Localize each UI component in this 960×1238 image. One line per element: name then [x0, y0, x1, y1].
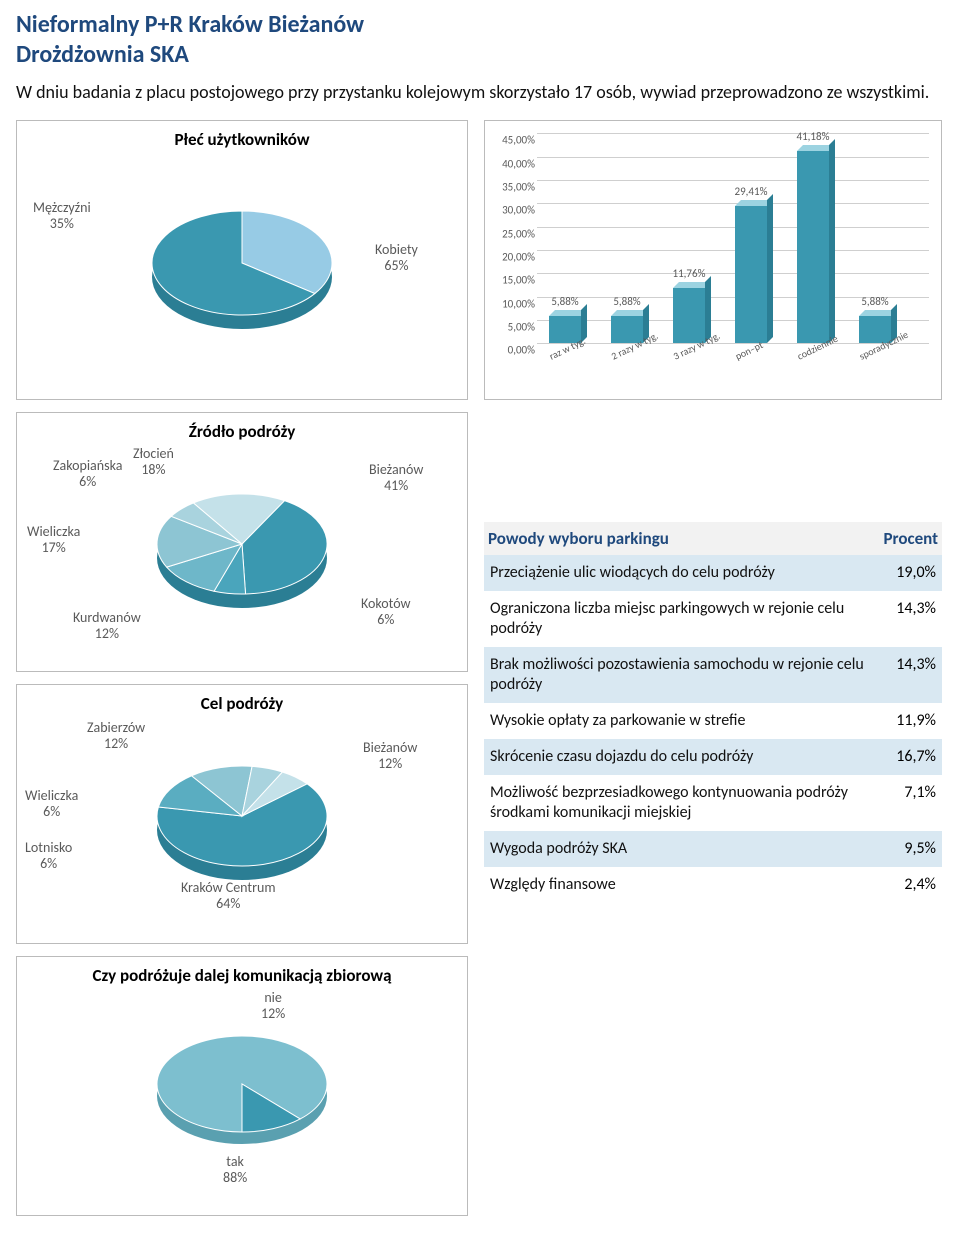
row-1: Płeć użytkowników Mężczyźni 35% Kobiety …	[16, 120, 944, 400]
bar-ytick: 30,00%	[493, 204, 535, 217]
reasons-table: Powody wyboru parkingu Procent Przeciąże…	[484, 522, 942, 903]
pie-continue-svg	[137, 1010, 347, 1170]
row-label: Względy finansowe	[484, 867, 879, 903]
row-label: Przeciążenie ulic wiodących do celu podr…	[484, 555, 879, 591]
bar-ytick: 5,00%	[493, 320, 535, 333]
bar-ytick: 15,00%	[493, 274, 535, 287]
table-row: Wysokie opłaty za parkowanie w strefie11…	[484, 703, 942, 739]
row-label: Możliwość bezprzesiadkowego kontynuowani…	[484, 775, 879, 831]
row-pct: 11,9%	[879, 703, 942, 739]
row-pct: 9,5%	[879, 831, 942, 867]
th-pct: Procent	[879, 522, 942, 555]
left-column: Źródło podróży Bieżanów41% Kokotów6% Kurdw…	[16, 412, 468, 1216]
bar-ytick: 0,00%	[493, 344, 535, 357]
row-2: Źródło podróży Bieżanów41% Kokotów6% Kurdw…	[16, 412, 944, 1216]
pie-label: tak88%	[223, 1154, 247, 1186]
row-label: Brak możliwości pozostawienia samochodu …	[484, 647, 879, 703]
row-pct: 2,4%	[879, 867, 942, 903]
row-pct: 14,3%	[879, 647, 942, 703]
table-row: Brak możliwości pozostawienia samochodu …	[484, 647, 942, 703]
pie-label: Złocień18%	[133, 446, 174, 478]
pie-label: Wieliczka6%	[25, 788, 78, 820]
table-row: Przeciążenie ulic wiodących do celu podr…	[484, 555, 942, 591]
table-row: Wygoda podróży SKA9,5%	[484, 831, 942, 867]
pie-label: Lotnisko6%	[25, 840, 72, 872]
table-row: Ograniczona liczba miejsc parkingowych w…	[484, 591, 942, 647]
pie-label: Bieżanów12%	[363, 740, 417, 772]
title-line1: Nieformalny P+R Kraków Bieżanów	[16, 10, 364, 39]
bar-ytick: 40,00%	[493, 157, 535, 170]
pie-origin-svg	[137, 466, 347, 636]
bar-column: 41,18%	[797, 151, 829, 343]
pie-label: Wieliczka17%	[27, 524, 80, 556]
th-reason: Powody wyboru parkingu	[484, 522, 879, 555]
chart-destination-body: Kraków Centrum64% Bieżanów12% Zabierzów12%…	[25, 718, 459, 928]
row-label: Skrócenie czasu dojazdu do celu podróży	[484, 739, 879, 775]
row-pct: 16,7%	[879, 739, 942, 775]
table-row: Możliwość bezprzesiadkowego kontynuowani…	[484, 775, 942, 831]
bar-ytick: 25,00%	[493, 227, 535, 240]
bar-xlabels: raz w tyg.2 razy w tyg.3 razy w tyg.pon–…	[537, 343, 933, 385]
bar-ytick: 20,00%	[493, 250, 535, 263]
table-row: Skrócenie czasu dojazdu do celu podróży1…	[484, 739, 942, 775]
gender-label-m: Mężczyźni 35%	[33, 200, 91, 232]
pie-label: Zabierzów12%	[87, 720, 145, 752]
chart-continue-body: tak88% nie12%	[25, 990, 459, 1190]
chart-origin-title: Źródło podróży	[25, 421, 459, 442]
right-column: Powody wyboru parkingu Procent Przeciąże…	[484, 412, 942, 903]
chart-gender: Płeć użytkowników Mężczyźni 35% Kobiety …	[16, 120, 468, 400]
table-row: Względy finansowe2,4%	[484, 867, 942, 903]
bar-ytick: 35,00%	[493, 180, 535, 193]
pie-label: Kokotów6%	[361, 596, 411, 628]
pie-label: Bieżanów41%	[369, 462, 423, 494]
bar-ytick: 10,00%	[493, 297, 535, 310]
row-label: Wysokie opłaty za parkowanie w strefie	[484, 703, 879, 739]
bar-ytick: 45,00%	[493, 134, 535, 147]
pie-label: Kraków Centrum64%	[181, 880, 276, 912]
row-pct: 7,1%	[879, 775, 942, 831]
chart-gender-body: Mężczyźni 35% Kobiety 65%	[25, 154, 459, 384]
pie-label: Zakopiańska6%	[53, 458, 122, 490]
row-label: Wygoda podróży SKA	[484, 831, 879, 867]
intro-text: W dniu badania z placu postojowego przy …	[16, 80, 944, 104]
title-line2: Drożdżownia SKA	[16, 40, 189, 69]
chart-continue-title: Czy podróżuje dalej komunikacją zbiorową	[25, 965, 459, 986]
bar-grid: 45,00%40,00%35,00%30,00%25,00%20,00%15,0…	[537, 133, 929, 343]
pie-label: nie12%	[261, 990, 285, 1022]
chart-destination: Cel podróży Kraków Centrum64% Bieżanów12%…	[16, 684, 468, 944]
chart-origin: Źródło podróży Bieżanów41% Kokotów6% Kurdw…	[16, 412, 468, 672]
page-title: Nieformalny P+R Kraków Bieżanów Drożdżow…	[16, 10, 944, 70]
row-pct: 14,3%	[879, 591, 942, 647]
chart-destination-title: Cel podróży	[25, 693, 459, 714]
row-label: Ograniczona liczba miejsc parkingowych w…	[484, 591, 879, 647]
chart-frequency: 45,00% 40,00% 35,00% 30,00% 25,00% 20,00% 15,0…	[484, 120, 942, 400]
pie-gender-svg	[132, 179, 352, 359]
chart-origin-body: Bieżanów41% Kokotów6% Kurdwanów12% Wieliczk…	[25, 446, 459, 656]
chart-continue: Czy podróżuje dalej komunikacją zbiorową…	[16, 956, 468, 1216]
gender-label-k: Kobiety 65%	[375, 242, 418, 274]
pie-label: Kurdwanów12%	[73, 610, 141, 642]
bar-column: 11,76%	[673, 288, 705, 343]
bar-column: 29,41%	[735, 206, 767, 343]
chart-gender-title: Płeć użytkowników	[25, 129, 459, 150]
page-header: Nieformalny P+R Kraków Bieżanów Drożdżow…	[16, 10, 944, 104]
row-pct: 19,0%	[879, 555, 942, 591]
